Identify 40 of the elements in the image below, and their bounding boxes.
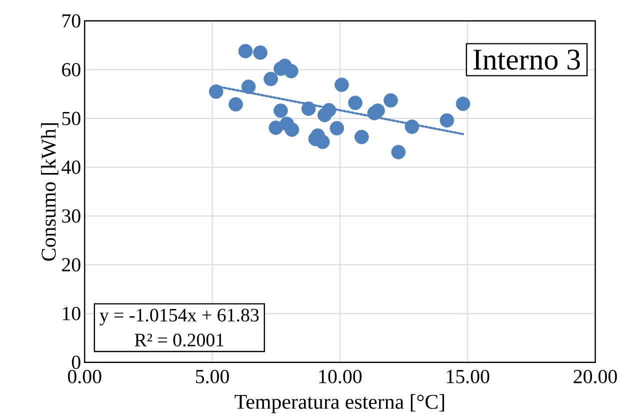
- point: [301, 102, 316, 116]
- x-tick-label: 0.00: [68, 370, 102, 384]
- point: [274, 103, 288, 118]
- point: [456, 96, 470, 111]
- point: [330, 121, 344, 136]
- x-tick-label: 20.00: [574, 370, 617, 384]
- x-tick-label: 10.00: [319, 370, 362, 384]
- point: [315, 134, 330, 150]
- point: [284, 122, 300, 137]
- y-tick-label: 70: [62, 14, 80, 28]
- y-axis-title: Consumo [kWh]: [41, 123, 58, 261]
- point: [370, 103, 385, 118]
- point: [334, 78, 349, 92]
- y-tick-label: 30: [62, 209, 80, 223]
- y-tick-label: 20: [62, 258, 80, 272]
- point: [440, 113, 454, 128]
- point: [208, 84, 224, 99]
- point: [348, 96, 362, 110]
- point: [228, 97, 243, 112]
- annotation: y = -1.0154x + 61.83: [100, 308, 259, 326]
- x-tick-label: 5.00: [196, 370, 229, 384]
- y-tick-label: 40: [62, 160, 80, 174]
- point: [391, 144, 406, 160]
- point: [404, 120, 420, 134]
- y-tick-label: 50: [62, 112, 80, 126]
- point: [264, 72, 278, 86]
- annotation: Interno 3: [473, 50, 580, 70]
- point: [241, 80, 256, 94]
- annotation: R² = 0.2001: [134, 334, 224, 346]
- y-tick-label: 10: [62, 306, 80, 320]
- point: [253, 45, 268, 60]
- point: [284, 64, 298, 78]
- point: [322, 102, 336, 118]
- y-tick-label: 0: [72, 356, 80, 370]
- x-axis-title: Temperatura esterna [°C]: [234, 394, 444, 414]
- point: [384, 93, 398, 108]
- y-tick-label: 60: [62, 62, 80, 76]
- x-tick-label: 15.00: [446, 370, 490, 384]
- point: [238, 44, 253, 58]
- point: [354, 130, 369, 144]
